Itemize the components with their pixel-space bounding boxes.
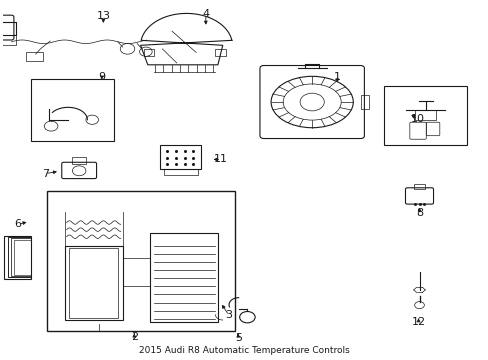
Text: 2: 2 [130,332,138,342]
Text: 12: 12 [410,318,425,328]
Text: 2015 Audi R8 Automatic Temperature Controls: 2015 Audi R8 Automatic Temperature Contr… [139,346,349,355]
Bar [215,49,225,56]
Text: 7: 7 [41,168,49,179]
Text: 3: 3 [225,310,232,320]
Bar [414,110,435,121]
Text: 13: 13 [96,11,110,21]
Bar [0,35,16,45]
Bar [31,79,114,141]
Bar [69,248,118,318]
Bar [150,233,218,322]
Bar [0,22,16,35]
Bar [4,236,31,279]
Text: 11: 11 [214,154,228,165]
Bar [163,169,197,175]
Text: 5: 5 [234,333,241,343]
Bar [383,86,466,145]
Bar [47,191,234,330]
Bar [360,95,368,109]
Bar [14,239,31,275]
Text: 1: 1 [333,72,340,82]
Bar [64,246,122,320]
Bar [72,157,86,164]
Text: 9: 9 [98,72,105,81]
Bar [413,184,425,189]
Text: 4: 4 [202,9,209,19]
Text: 10: 10 [410,114,424,124]
Text: 6: 6 [15,219,21,229]
Bar [11,238,31,276]
Bar [8,237,31,277]
Bar [143,49,153,56]
Text: 8: 8 [415,208,422,217]
Bar [160,145,201,169]
Bar [26,53,43,61]
